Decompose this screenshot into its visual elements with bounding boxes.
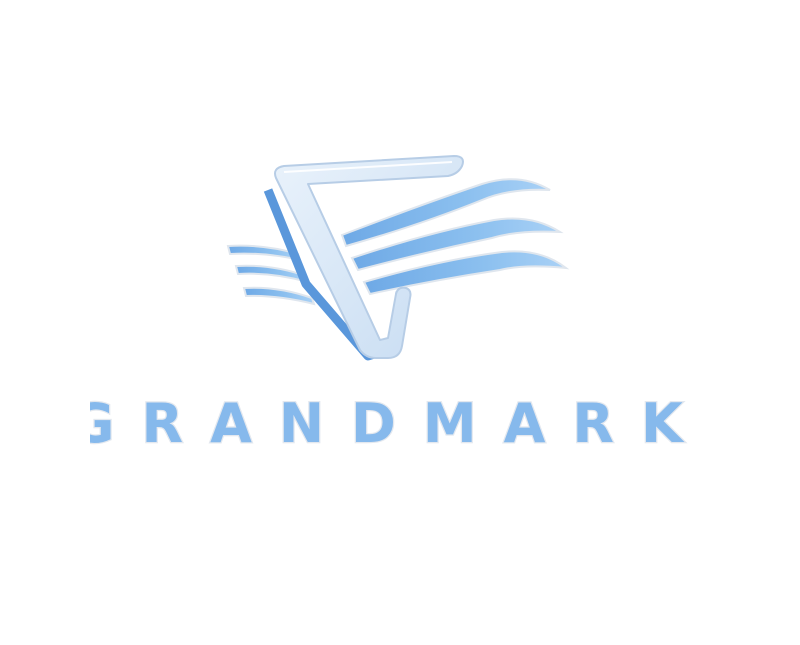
triangle-wave-logo-icon [226, 155, 570, 361]
brand-name-text: GRANDMARK [90, 392, 690, 455]
brand-wordmark: GRANDMARK [90, 391, 690, 457]
